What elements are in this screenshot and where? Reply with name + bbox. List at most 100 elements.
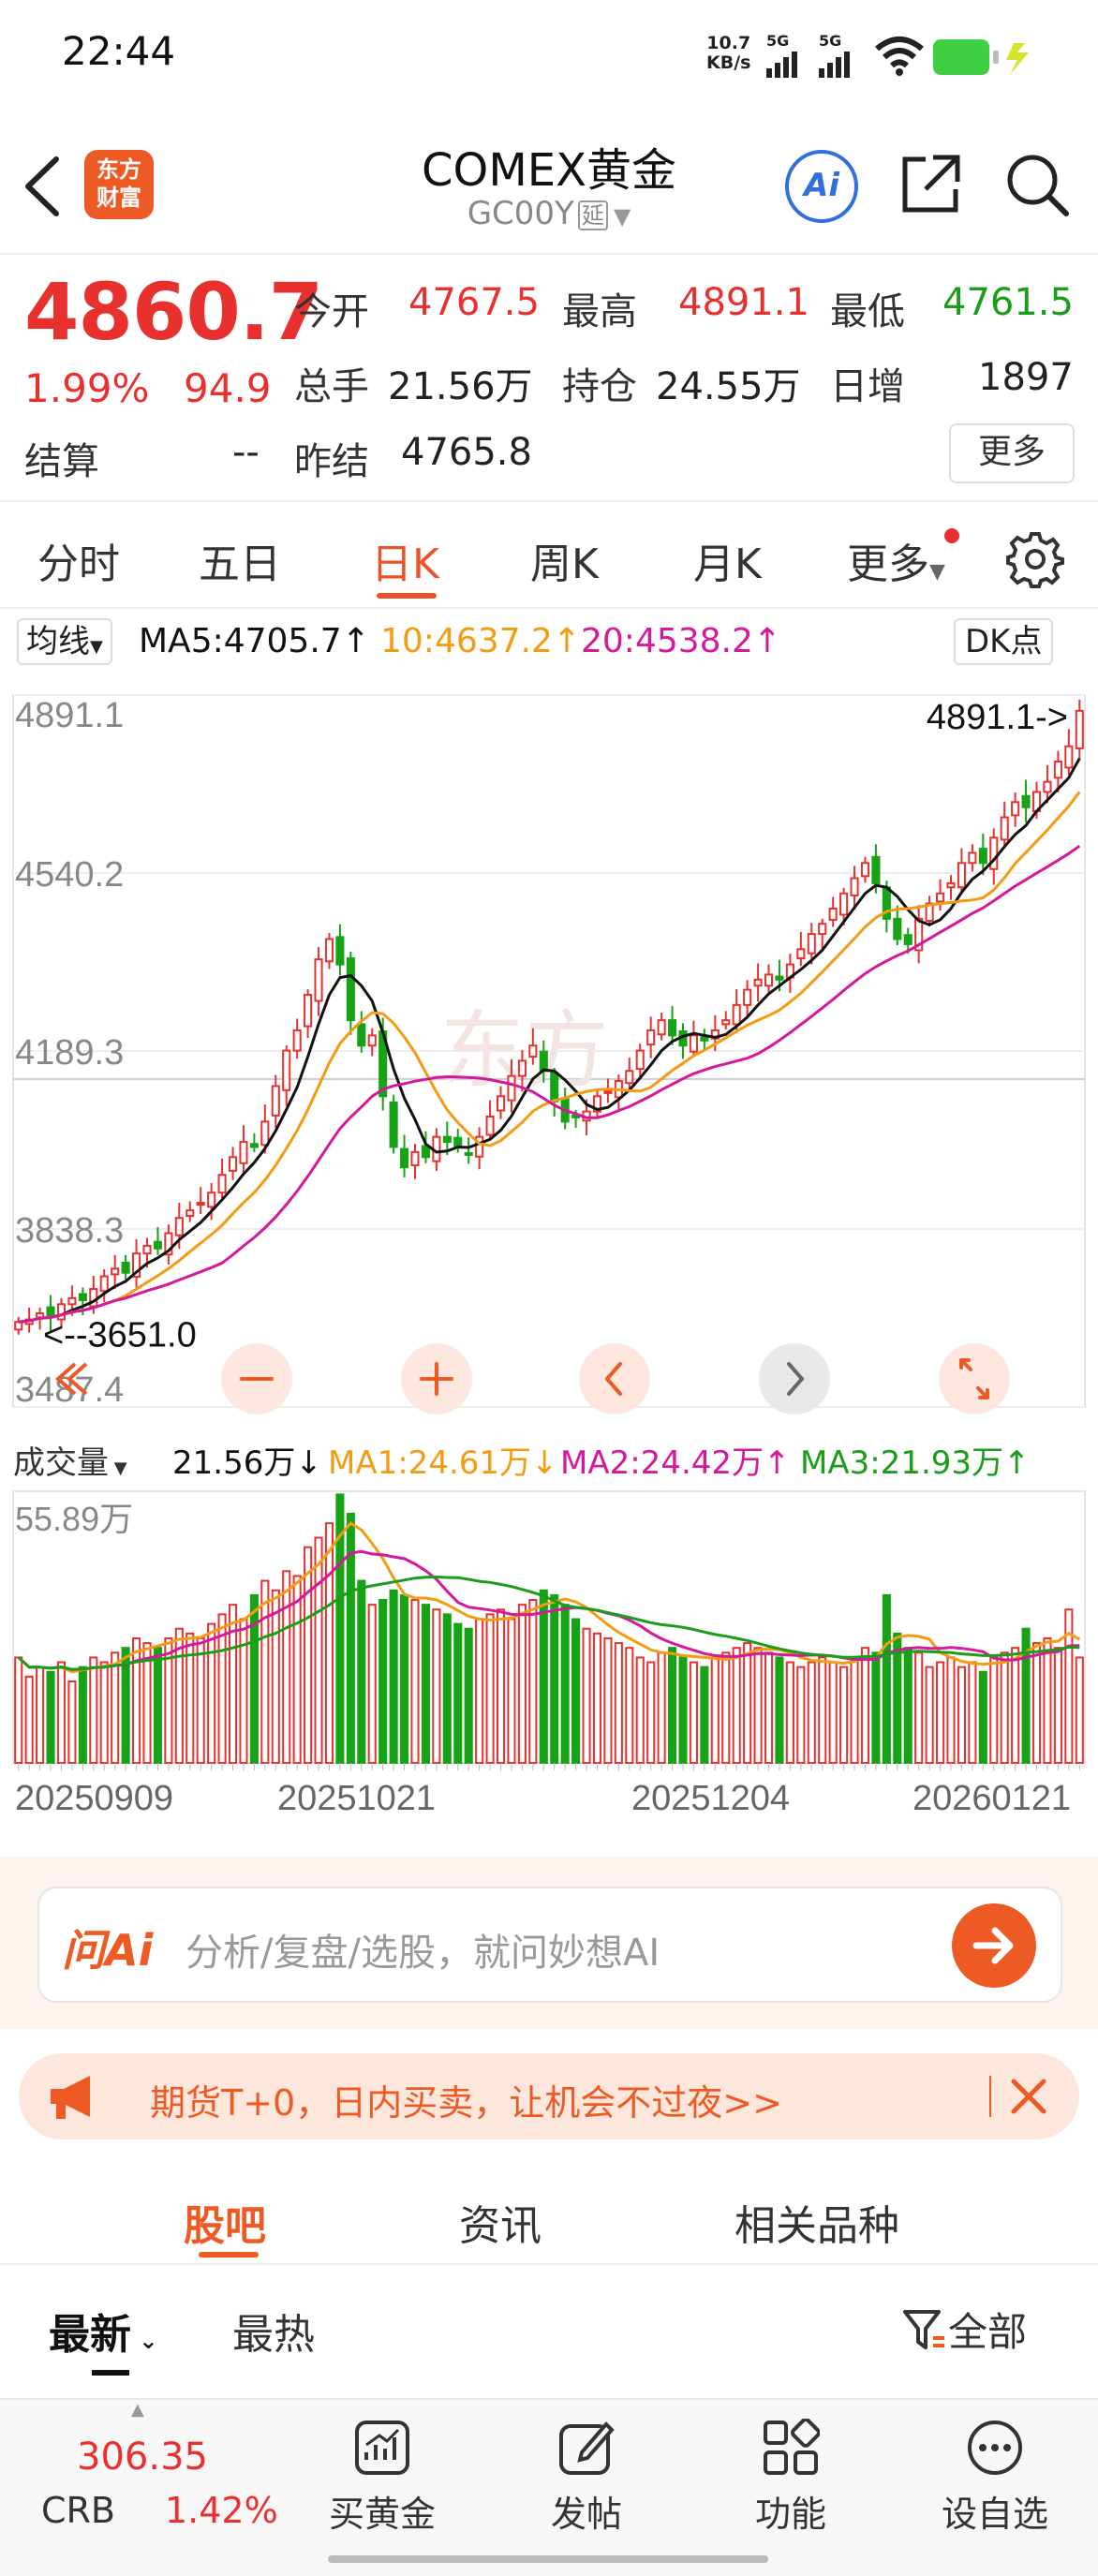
candle-body bbox=[1043, 780, 1052, 793]
ma-mode-select[interactable]: 均线▼ bbox=[17, 618, 112, 665]
volume-bar bbox=[314, 1536, 323, 1765]
sort-hot[interactable]: 最热 bbox=[232, 2311, 315, 2359]
dk-point-button[interactable]: DK点 bbox=[954, 618, 1054, 665]
candle-body bbox=[1053, 760, 1062, 779]
zoom-in-button[interactable] bbox=[401, 1343, 472, 1414]
functions-button[interactable]: 功能 bbox=[706, 2400, 875, 2537]
search-icon[interactable] bbox=[1002, 150, 1072, 219]
volume-bar bbox=[528, 1599, 538, 1764]
battery-icon bbox=[933, 39, 1029, 75]
scroll-left-button[interactable] bbox=[579, 1343, 650, 1414]
tab-five-day[interactable]: 五日 bbox=[199, 540, 281, 588]
ma5-line bbox=[18, 757, 1081, 1324]
active-section-indicator bbox=[199, 2252, 259, 2258]
tab-intraday[interactable]: 分时 bbox=[37, 540, 120, 588]
sort-latest[interactable]: 最新 ⌄ bbox=[49, 2301, 157, 2361]
tab-news[interactable]: 资讯 bbox=[459, 2202, 542, 2250]
candle-body bbox=[260, 1120, 270, 1147]
signal-label-2: 5G bbox=[819, 32, 842, 50]
candle-body bbox=[807, 933, 816, 955]
post-button[interactable]: 发帖 bbox=[502, 2400, 671, 2537]
open-interest-value: 24.55万 bbox=[656, 365, 801, 408]
candle-body bbox=[464, 1151, 473, 1156]
settings-icon[interactable] bbox=[1006, 530, 1064, 588]
candle-body bbox=[968, 851, 977, 865]
tab-more[interactable]: 更多▼ bbox=[847, 530, 945, 590]
volume-bar bbox=[89, 1656, 98, 1765]
fullscreen-button[interactable] bbox=[939, 1343, 1010, 1414]
notification-dot bbox=[944, 528, 959, 543]
buy-gold-button[interactable]: 买黄金 bbox=[298, 2400, 467, 2537]
candle-body bbox=[818, 923, 827, 936]
tab-monthly-k[interactable]: 月K bbox=[693, 540, 762, 588]
ai-logo: 问Ai bbox=[62, 1925, 154, 1976]
contract-code[interactable]: GC00Y 延 ▼ bbox=[0, 195, 1098, 232]
candle-body bbox=[528, 1044, 538, 1059]
volume-bar bbox=[603, 1636, 613, 1765]
zoom-out-button[interactable] bbox=[221, 1343, 292, 1414]
more-button[interactable]: 更多 bbox=[949, 423, 1075, 483]
candle-body bbox=[442, 1135, 452, 1144]
volume-bar bbox=[517, 1604, 527, 1764]
crb-value[interactable]: 306.35 bbox=[77, 2435, 208, 2479]
tab-daily-k[interactable]: 日K bbox=[371, 540, 439, 588]
chart-control-bg bbox=[579, 1343, 650, 1414]
volume-bar bbox=[207, 1622, 216, 1765]
volume-bar bbox=[732, 1647, 741, 1765]
tab-related[interactable]: 相关品种 bbox=[734, 2202, 899, 2250]
volume-label: 总手 bbox=[294, 365, 369, 408]
scroll-right-button[interactable] bbox=[759, 1343, 830, 1414]
volume-bar bbox=[646, 1661, 656, 1765]
candle-body bbox=[946, 881, 956, 889]
ai-submit-button[interactable] bbox=[952, 1903, 1036, 1988]
candle-body bbox=[903, 934, 913, 945]
promo-banner[interactable]: 期货T+0，日内买卖，让机会不过夜>> bbox=[19, 2053, 1079, 2139]
net-speed-value: 10.7 bbox=[706, 33, 751, 53]
arrow-right-icon bbox=[972, 1927, 1014, 1964]
candle-body bbox=[357, 1023, 366, 1047]
candle-body bbox=[400, 1147, 409, 1169]
candle-body bbox=[1011, 801, 1020, 817]
ai-button[interactable]: Ai bbox=[785, 150, 858, 223]
add-watchlist-button[interactable]: 设自选 bbox=[911, 2400, 1079, 2537]
volume-bar bbox=[389, 1589, 398, 1764]
close-icon[interactable] bbox=[1006, 2074, 1051, 2119]
tab-forum[interactable]: 股吧 bbox=[184, 2202, 266, 2250]
volume-bar bbox=[1021, 1627, 1031, 1764]
volume-bar bbox=[743, 1642, 752, 1765]
filter-button[interactable]: 全部 bbox=[901, 2301, 1027, 2358]
watermark-text: 东方 bbox=[440, 1004, 609, 1098]
candle-body bbox=[1075, 709, 1084, 749]
ai-search-box[interactable]: 问Ai 分析/复盘/选股，就问妙想AI bbox=[37, 1887, 1062, 2003]
back-icon[interactable] bbox=[19, 155, 64, 217]
candle-body bbox=[228, 1156, 238, 1172]
tab-weekly-k[interactable]: 周K bbox=[530, 540, 599, 588]
candle-body bbox=[775, 975, 784, 981]
home-indicator bbox=[328, 2555, 768, 2563]
candle-body bbox=[475, 1135, 484, 1158]
volume-bar bbox=[989, 1656, 999, 1765]
candle-body bbox=[174, 1217, 184, 1236]
period-tabs: 分时 五日 日K 周K 月K 更多▼ bbox=[0, 502, 1098, 609]
candle-body bbox=[304, 994, 313, 1028]
volume-bar bbox=[367, 1604, 377, 1764]
volume-bar bbox=[828, 1661, 838, 1765]
candle-body bbox=[292, 1029, 302, 1052]
volume-bar bbox=[614, 1642, 623, 1765]
volume-bar bbox=[721, 1651, 731, 1765]
crb-change[interactable]: 1.42% bbox=[165, 2490, 278, 2531]
ma10-text: 10:4637.2 bbox=[380, 622, 553, 660]
candle-body bbox=[410, 1150, 420, 1166]
dropdown-icon: ▼ bbox=[90, 637, 103, 657]
volume-mode-select[interactable]: 成交量 ▼ bbox=[13, 1437, 127, 1483]
crb-name[interactable]: CRB bbox=[41, 2490, 116, 2531]
volume-bar bbox=[957, 1666, 966, 1765]
share-icon[interactable] bbox=[898, 152, 963, 217]
chart-trend-icon bbox=[355, 2421, 409, 2475]
volume-bar bbox=[635, 1656, 645, 1765]
y-axis-label: 4540.2 bbox=[15, 855, 124, 895]
app-header: 东方 财富 COMEX黄金 GC00Y 延 ▼ Ai bbox=[0, 112, 1098, 255]
candle-body bbox=[56, 1303, 67, 1321]
sort-row: 最新 ⌄ 最热 全部 bbox=[0, 2265, 1098, 2377]
